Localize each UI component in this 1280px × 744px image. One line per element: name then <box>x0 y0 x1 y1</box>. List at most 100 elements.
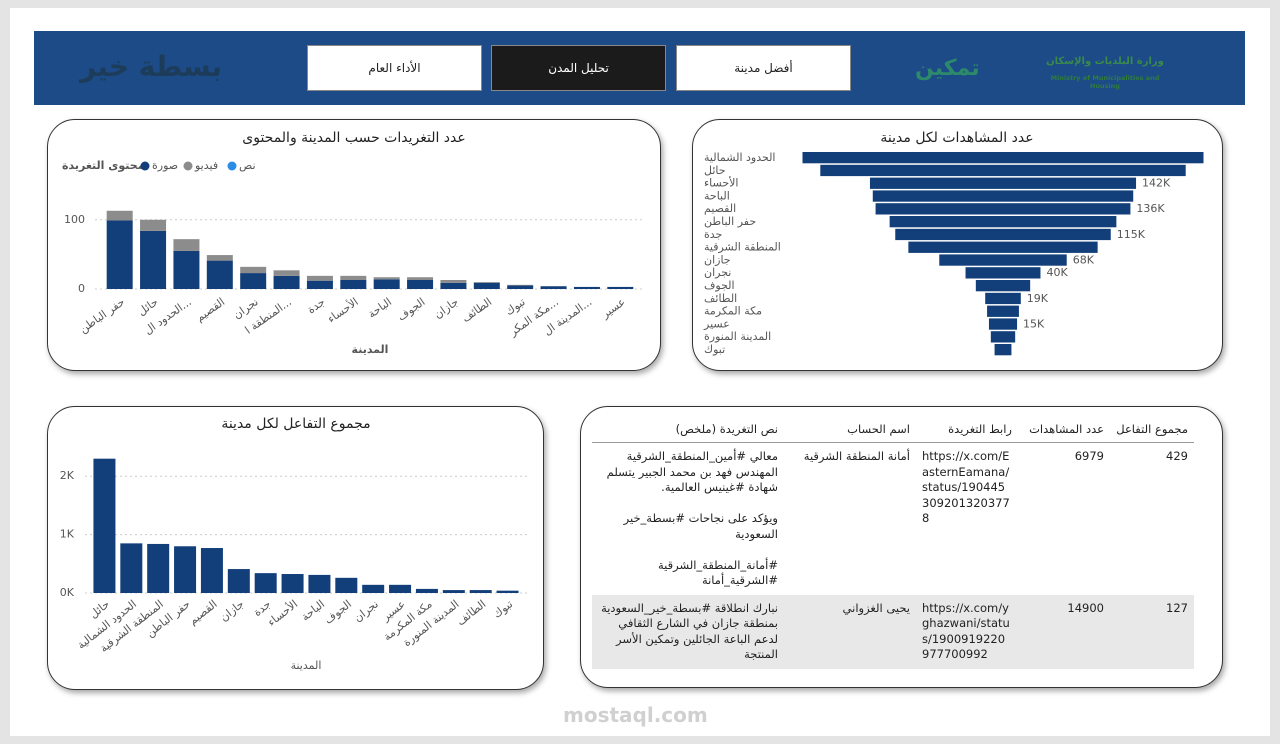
value-label: 19K <box>1027 292 1049 305</box>
bar <box>281 574 304 593</box>
bar-segment <box>573 286 600 289</box>
x-tick-label: جازان <box>432 295 461 321</box>
legend-marker <box>227 161 237 171</box>
bar-segment <box>306 275 333 281</box>
x-tick-label: القصيم <box>193 295 227 324</box>
category-label: الأحساء <box>704 176 738 190</box>
bar-segment <box>140 219 167 231</box>
nav-button[interactable]: تحليل المدن <box>491 45 666 91</box>
bar-segment <box>140 230 167 289</box>
funnel-bar <box>988 318 1018 330</box>
category-label: تبوك <box>704 343 725 356</box>
funnel-bar <box>802 152 1204 164</box>
bar <box>254 573 277 593</box>
table-row: 429 6979 https://x.com/EasternEamana/statu… <box>592 443 1194 595</box>
bar-segment <box>273 275 300 289</box>
bar-segment <box>507 284 534 286</box>
x-tick-label: نجران <box>351 597 381 624</box>
value-label: 136K <box>1136 202 1165 215</box>
bar <box>200 548 223 593</box>
bar <box>174 546 197 593</box>
category-label: الحدود الشمالية <box>704 151 776 164</box>
legend-label: نص <box>239 159 256 172</box>
bar <box>335 577 358 593</box>
bar <box>362 584 385 593</box>
category-label: القصيم <box>704 202 736 215</box>
bar-segment <box>540 286 567 289</box>
y-tick-label: 1K <box>60 528 75 541</box>
chart-title: عدد التغريدات حسب المدينة والمحتوى <box>242 130 466 146</box>
chart-title: مجموع التفاعل لكل مدينة <box>221 416 370 432</box>
y-tick-label: 100 <box>64 213 85 226</box>
x-tick-label: القصيم <box>186 597 219 627</box>
bar-segment <box>206 255 233 261</box>
category-label: المنطقة الشرقية <box>704 241 781 254</box>
bar-segment <box>473 282 500 283</box>
x-tick-label: الطائف <box>460 295 495 325</box>
x-tick-label: حفر الباطن <box>77 295 127 336</box>
legend-label: فيديو <box>194 159 218 172</box>
header-row: مجموع التفاعل عدد المشاهدات رابط التغريدة ا… <box>592 416 1194 443</box>
funnel-bar <box>895 228 1111 241</box>
x-tick-label: تبوك <box>491 597 516 620</box>
x-tick-label: الباحة <box>366 295 395 320</box>
x-tick-label: تبوك <box>503 295 528 318</box>
table-cell: https://x.com/EasternEamana/status/19044… <box>922 449 1010 526</box>
funnel-bar <box>908 241 1098 253</box>
nav-button[interactable]: الأداء العام <box>307 45 482 91</box>
logo: بسطة خير <box>80 50 223 83</box>
bar <box>389 584 412 593</box>
value-label: 15K <box>1023 317 1045 330</box>
category-label: المدينة المنورة <box>704 330 771 343</box>
value-label: 40K <box>1046 266 1068 279</box>
funnel-bar <box>875 203 1131 215</box>
funnel-bar <box>939 254 1067 266</box>
bar-segment <box>240 273 267 289</box>
table-cell: 14900 <box>1018 594 1110 669</box>
y-tick-label: 0 <box>78 282 85 295</box>
nav-button[interactable]: أفضل مدينة <box>676 45 851 91</box>
legend-title: محتوى التغريدة <box>62 159 144 172</box>
legend-marker <box>140 161 150 171</box>
bar-segment <box>340 280 367 289</box>
bar <box>147 543 170 593</box>
y-tick-label: 2K <box>60 469 75 482</box>
x-axis-title: المدينة <box>291 659 322 672</box>
bar-segment <box>507 285 534 289</box>
funnel-bar <box>869 177 1137 189</box>
ministry-ar: وزارة البلديات والإسكان <box>1046 56 1164 67</box>
table-cell: يحيى الغزواني <box>784 594 916 669</box>
legend-label: صورة <box>152 159 178 172</box>
bar-segment <box>440 280 467 283</box>
x-tick-label: جدة <box>305 295 327 316</box>
bar-segment <box>173 239 200 251</box>
category-label: جازان <box>704 253 731 266</box>
category-label: الباحة <box>704 189 730 202</box>
category-label: مكة المكرمة <box>704 305 762 318</box>
bar-segment <box>273 270 300 276</box>
column-header: نص التغريدة (ملخص) <box>592 416 784 443</box>
category-label: حفر الباطن <box>704 215 756 228</box>
x-tick-label: الأحساء <box>324 294 360 325</box>
bar <box>469 590 492 593</box>
table: مجموع التفاعل عدد المشاهدات رابط التغريدة ا… <box>592 416 1194 674</box>
bar <box>93 458 116 593</box>
funnel-bar <box>985 292 1021 305</box>
bar <box>120 543 143 593</box>
legend-marker <box>183 161 193 171</box>
category-label: جدة <box>704 228 722 241</box>
funnel-bar <box>994 344 1012 356</box>
bar-segment <box>407 277 434 280</box>
x-tick-label: عسير <box>598 295 627 321</box>
funnel-bar <box>820 164 1186 177</box>
x-tick-label: حائل <box>135 295 160 318</box>
bar <box>442 590 465 593</box>
funnel-bar <box>965 267 1041 279</box>
value-label: 68K <box>1073 253 1095 266</box>
table-cell: معالي #أمين_المنطقة_الشرقية المهندس فهد … <box>606 449 778 588</box>
bar-segment <box>473 282 500 289</box>
funnel-bar <box>990 331 1016 343</box>
bar <box>415 588 438 593</box>
category-label: الجوف <box>704 279 735 292</box>
